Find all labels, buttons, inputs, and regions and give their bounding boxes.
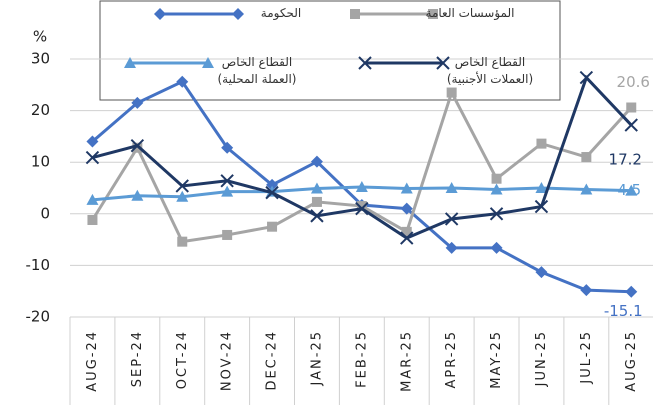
marker [356,201,367,212]
marker [436,56,450,70]
marker [445,182,458,193]
marker [580,183,593,195]
marker [446,87,457,98]
marker [626,102,637,113]
marker [267,221,278,232]
y-tick-label: 30 [31,50,50,68]
y-tick-label: 10 [31,153,50,171]
y-tick-label: 0 [40,204,50,222]
y-tick-label: -20 [26,308,51,326]
marker [176,75,189,88]
marker [86,193,99,205]
marker [625,285,638,298]
marker [489,207,504,221]
marker [310,209,324,223]
marker [535,182,548,193]
marker [400,231,414,245]
marker [176,190,189,202]
marker [220,174,234,188]
marker [131,96,144,109]
marker [232,8,244,20]
y-tick-label: 20 [31,101,50,119]
marker [445,241,458,254]
data-label: 17.2 [609,151,642,169]
marker [428,9,438,19]
x-tick-label: JAN-25 [309,330,324,386]
marker [130,138,145,153]
marker [401,226,412,237]
marker [491,173,502,184]
marker [350,9,360,19]
marker [202,57,214,68]
marker [355,180,368,192]
marker [86,135,99,148]
marker [624,118,638,132]
x-tick-label: MAY-25 [489,330,504,389]
marker [490,183,503,195]
marker [310,155,323,168]
marker [222,229,233,240]
legend-label: المؤسسات العامة [425,6,515,20]
data-label: 4.5 [617,181,641,199]
marker [534,199,549,214]
marker [175,179,189,193]
x-tick-label: FEB-25 [354,330,369,388]
marker [131,189,144,201]
marker [400,202,413,215]
marker [535,266,548,279]
y-axis-label: % [33,28,47,46]
marker [536,138,547,149]
marker [625,184,638,196]
x-tick-label: MAR-25 [399,330,414,392]
marker [265,185,279,200]
x-tick-label: SEP-24 [130,330,145,387]
x-tick-label: JUL-25 [579,330,594,385]
y-tick-label: -10 [26,256,51,274]
marker [579,70,594,85]
series-line [91,88,633,244]
legend-label: القطاع الخاص (العملة المحلية) [217,55,297,86]
marker [444,212,459,226]
legend-label: الحكومة [260,6,302,20]
marker [177,236,188,247]
marker [580,284,593,297]
marker [221,141,234,154]
marker [87,214,98,225]
marker [85,150,100,165]
legend-box [99,0,561,101]
marker [311,196,322,207]
marker [581,152,592,163]
legend-label: القطاع الخاص (العملات الأجنبية) [446,55,534,86]
x-tick-label: JUN-25 [534,330,549,387]
marker [310,182,323,194]
marker [400,182,413,194]
marker [221,185,234,197]
marker [132,142,143,153]
marker [154,8,166,20]
data-label: -15.1 [604,302,643,320]
x-tick-label: OCT-24 [175,330,190,389]
marker [358,56,372,70]
x-tick-label: AUG-24 [85,330,100,392]
data-label: 20.6 [617,73,650,91]
marker [355,201,369,216]
x-tick-label: DEC-24 [265,330,280,391]
x-tick-label: APR-25 [444,330,459,388]
marker [124,57,136,68]
marker [266,178,279,191]
marker [490,241,503,254]
x-tick-label: AUG-25 [624,330,639,392]
x-tick-label: NOV-24 [220,330,235,391]
